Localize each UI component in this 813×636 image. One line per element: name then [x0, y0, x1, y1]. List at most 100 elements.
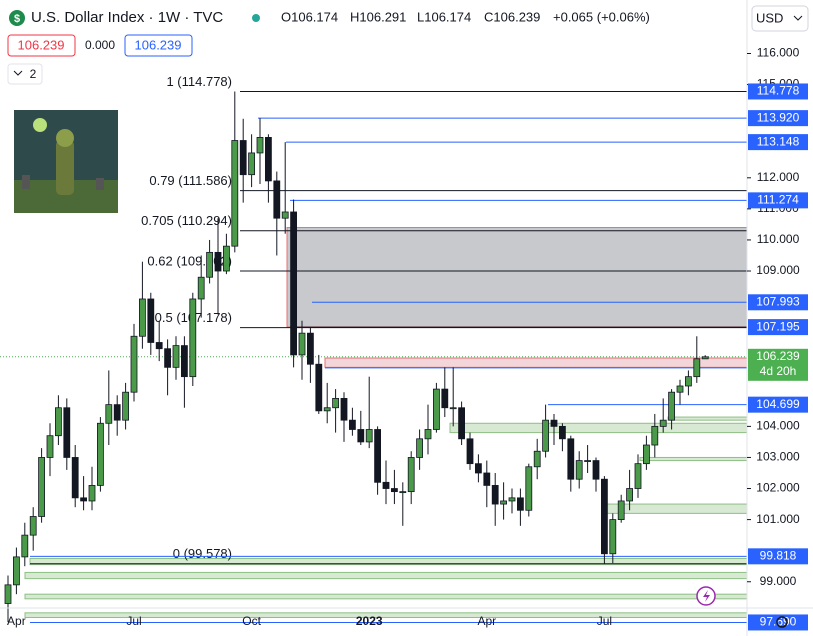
y-tick-label: 116.000 [757, 46, 800, 60]
indicator-count[interactable]: 2 [30, 67, 37, 81]
thumbnail-head [56, 129, 74, 147]
thumbnail-figure [56, 140, 74, 195]
zone [324, 357, 748, 368]
spread: 0.000 [85, 38, 115, 52]
candle-body [365, 429, 373, 443]
y-tick-label: 99.000 [760, 574, 797, 588]
candle-body [164, 348, 172, 368]
price-label: 104.699 [756, 397, 800, 411]
candle-body [281, 211, 289, 219]
candle-body [424, 429, 432, 440]
x-tick-label: Apr [7, 614, 26, 628]
candle-body [155, 342, 163, 350]
candle-body [290, 211, 298, 356]
candle-body [634, 463, 642, 489]
price-label-box [748, 396, 808, 413]
y-tick-label: 109.000 [756, 263, 800, 277]
chevron [13, 70, 23, 76]
candle-body [122, 391, 129, 421]
indicator-toggle[interactable] [7, 63, 43, 85]
candle-body [416, 438, 424, 458]
y-tick-label: 102.000 [756, 481, 800, 495]
candle-body [609, 519, 617, 555]
candle-body [172, 345, 180, 368]
price-label: 113.148 [757, 134, 800, 148]
candle-body [113, 404, 121, 421]
candle-body [533, 450, 541, 468]
price-label: 107.195 [756, 319, 800, 333]
zone [639, 456, 748, 462]
candle-body [584, 460, 591, 462]
candle-body [315, 363, 323, 412]
candle-body [668, 391, 675, 421]
candle-body [55, 407, 62, 437]
candle-body [693, 358, 701, 378]
candle-body [617, 500, 625, 520]
x-tick-label: Oct [242, 614, 261, 628]
y-tick-label: 101.000 [756, 512, 800, 526]
price-label: 113.920 [757, 110, 800, 124]
candle-body [348, 419, 356, 430]
price-label-box [748, 110, 808, 127]
candle-body [71, 457, 79, 499]
buy-button[interactable] [124, 34, 193, 57]
last-price-box [748, 348, 808, 381]
chevron [793, 15, 803, 21]
candle-body [4, 584, 12, 604]
candle-body [306, 332, 314, 365]
plot: 1 (114.778) 0.79 (111.586) 0.705 (110.294)… [0, 74, 748, 623]
candle-body [147, 298, 155, 343]
candle-body [248, 152, 256, 176]
candle-body [340, 398, 348, 421]
candle-body [239, 140, 247, 176]
candle-body [12, 556, 20, 586]
candle-body [273, 180, 281, 219]
sell-button[interactable] [7, 34, 76, 57]
candle-body [357, 429, 365, 443]
candle-body [517, 497, 524, 511]
candle-body [491, 485, 499, 505]
candle-body [449, 407, 457, 410]
candle-body [390, 488, 398, 493]
price-label-box [748, 614, 808, 631]
x-tick-label: Jul [597, 614, 612, 628]
candle-body [88, 485, 96, 502]
x-tick-label: 2023 [356, 614, 383, 628]
thumbnail-grave [96, 178, 104, 190]
candle-body [500, 500, 508, 505]
fib-label: 0.79 (111.586) [149, 173, 232, 188]
candle-body [567, 438, 575, 480]
candle-body [659, 419, 667, 427]
candle-body [382, 481, 390, 489]
candle-body [222, 245, 230, 272]
candle-body [374, 429, 382, 483]
thumbnail [14, 110, 118, 213]
zone [24, 571, 748, 580]
candle-body [651, 425, 659, 446]
buy-price[interactable]: 106.239 [135, 37, 182, 52]
zone [449, 422, 748, 434]
candle-body [206, 251, 214, 278]
price-label: 99.818 [760, 549, 797, 563]
candle-body [298, 332, 306, 356]
price-label-box [748, 134, 808, 151]
fib-label: 0 (99.578) [173, 546, 232, 561]
candle-body [138, 298, 146, 337]
price-label: 111.274 [757, 193, 799, 207]
legend-change: +0.065 (+0.06%) [553, 9, 650, 24]
thumbnail-grave [22, 175, 30, 189]
y-tick-label: 110.000 [757, 232, 800, 246]
settings-icon[interactable] [776, 616, 788, 628]
currency[interactable]: USD [756, 10, 783, 25]
candle-body [542, 419, 549, 452]
currency-select[interactable] [751, 5, 809, 32]
chart-title[interactable]: U.S. Dollar Index · 1W · TVC [31, 9, 223, 26]
header: $ U.S. Dollar Index · 1W · TVC O106.174 … [7, 5, 809, 85]
candle-body [189, 298, 197, 378]
sell-price[interactable]: 106.239 [18, 37, 65, 52]
fib-label: 1 (114.778) [166, 74, 232, 89]
price-label-box [748, 192, 808, 209]
candle-body [180, 345, 188, 378]
y-tick-label: 112.000 [757, 170, 800, 184]
candle-body [508, 497, 516, 502]
